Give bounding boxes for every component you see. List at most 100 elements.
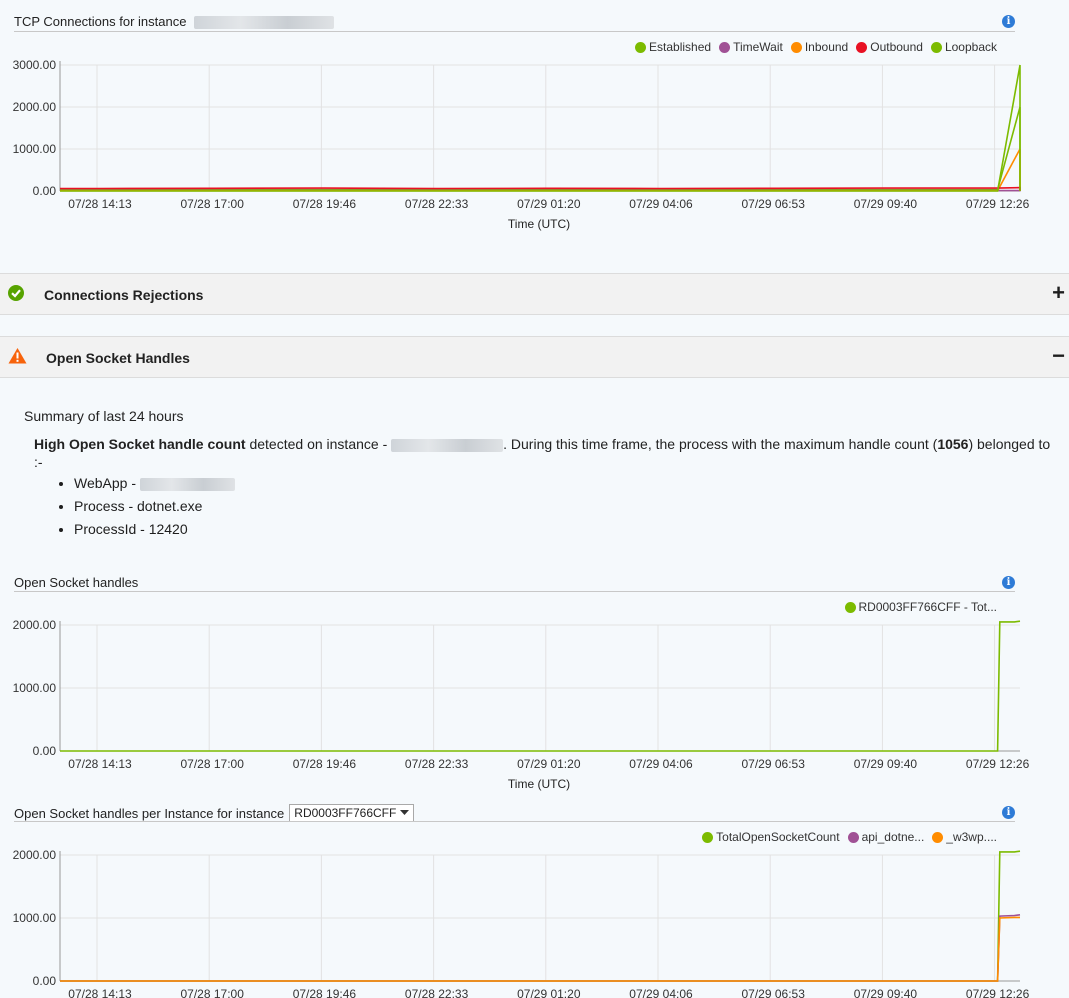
per-instance-chart-legend: TotalOpenSocketCount api_dotne... _w3wp...… [694,830,997,846]
connections-rejections-section[interactable]: Connections Rejections + [0,273,1069,315]
x-tick-label: 07/28 17:00 [180,197,244,211]
summary-count: 1056 [937,436,969,452]
tcp-connections-chart: 0.00 1000.00 2000.00 3000.00 07/28 14:13 07/2… [13,58,1030,231]
tcp-chart-title-divider [14,31,1015,32]
legend-label: Inbound [804,40,849,54]
y-tick-label: 2000.00 [13,848,57,862]
x-tick-label: 07/28 19:46 [293,987,357,998]
x-tick-label: 07/28 22:33 [405,197,469,211]
socket-chart-legend: RD0003FF766CFF - Tot... [837,600,998,616]
x-tick-label: 07/29 04:06 [629,197,693,211]
webapp-label: WebApp - [74,475,140,491]
legend-item[interactable]: _w3wp.... [932,830,997,844]
list-item: Process - dotnet.exe [74,498,235,514]
x-axis-label: Time (UTC) [508,777,570,791]
legend-item[interactable]: Outbound [856,40,923,54]
x-tick-label: 07/28 17:00 [180,757,244,771]
y-tick-label: 2000.00 [13,100,57,114]
instance-select-value: RD0003FF766CFF [294,806,397,820]
summary-text-3: ) belonged to [968,436,1051,452]
chevron-down-icon [400,810,410,815]
instance-select[interactable]: RD0003FF766CFF [289,804,415,822]
x-tick-label: 07/29 12:26 [966,197,1030,211]
y-tick-label: 3000.00 [13,58,57,72]
per-instance-chart: 0.00 1000.00 2000.00 07/28 14:13 07/28 17:00… [13,848,1030,998]
info-icon[interactable]: i [1002,15,1015,28]
tcp-chart-title: TCP Connections for instance [14,14,335,30]
x-tick-label: 07/28 17:00 [180,987,244,998]
x-tick-label: 07/29 06:53 [741,987,805,998]
y-tick-label: 2000.00 [13,618,57,632]
x-axis-label: Time (UTC) [508,217,570,231]
legend-item[interactable]: TimeWait [719,40,783,54]
x-tick-label: 07/28 14:13 [68,757,132,771]
legend-dot [930,41,942,53]
series-line [60,916,1020,982]
legend-dot [932,831,944,843]
legend-item[interactable]: Inbound [790,40,849,54]
x-tick-label: 07/29 01:20 [517,757,581,771]
x-tick-label: 07/28 19:46 [293,197,357,211]
x-tick-label: 07/29 12:26 [966,987,1030,998]
check-circle-icon [8,285,24,301]
x-tick-label: 07/29 01:20 [517,197,581,211]
connections-rejections-title: Connections Rejections [44,287,204,303]
legend-label: api_dotne... [861,830,925,844]
legend-item[interactable]: Established [635,40,711,54]
legend-label: TimeWait [733,40,783,54]
legend-item[interactable]: api_dotne... [847,830,925,844]
summary-text: High Open Socket handle count detected o… [34,435,1059,453]
legend-label: Outbound [870,40,923,54]
collapse-icon[interactable]: − [1052,343,1065,368]
x-tick-label: 07/28 19:46 [293,757,357,771]
legend-item[interactable]: TotalOpenSocketCount [702,830,840,844]
open-socket-handles-chart: 0.00 1000.00 2000.00 07/28 14:13 07/28 17:00… [13,618,1030,791]
summary-heading: Summary of last 24 hours [24,408,184,424]
x-tick-label: 07/29 09:40 [854,197,918,211]
x-tick-label: 07/29 04:06 [629,987,693,998]
open-socket-handles-title: Open Socket Handles [46,350,190,366]
per-instance-chart-title: Open Socket handles per Instance for ins… [14,804,415,822]
x-tick-label: 07/29 09:40 [854,757,918,771]
per-instance-chart-title-text: Open Socket handles per Instance for ins… [14,805,285,821]
instance-name-redacted [194,16,335,30]
x-tick-label: 07/29 01:20 [517,987,581,998]
legend-dot [844,601,856,613]
x-tick-label: 07/28 14:13 [68,197,132,211]
y-tick-label: 1000.00 [13,911,57,925]
tcp-chart-legend: Established TimeWait Inbound Outbound Loopba… [627,40,997,56]
legend-label: Established [649,40,712,54]
expand-icon[interactable]: + [1052,280,1065,305]
legend-label: RD0003FF766CFF - Tot... [858,600,998,614]
summary-text-2: . During this time frame, the process wi… [503,436,938,452]
legend-dot [702,831,714,843]
legend-dot [790,41,802,53]
summary-text-4: :- [34,454,43,470]
x-tick-label: 07/29 06:53 [741,197,805,211]
y-tick-label: 1000.00 [13,142,57,156]
series-line [60,64,1021,192]
instance-name-redacted [391,438,504,452]
legend-item[interactable]: RD0003FF766CFF - Tot... [844,600,998,614]
open-socket-handles-section[interactable]: Open Socket Handles − [0,336,1069,378]
y-tick-label: 1000.00 [13,681,57,695]
series-line [60,148,1021,192]
list-item: WebApp - [74,475,235,491]
x-tick-label: 07/29 06:53 [741,757,805,771]
list-item: ProcessId - 12420 [74,521,235,537]
info-icon[interactable]: i [1002,576,1015,589]
legend-dot [635,41,647,53]
series-line [60,620,1021,752]
series-line [60,914,1021,982]
legend-item[interactable]: Loopback [930,40,997,54]
info-icon[interactable]: i [1002,806,1015,819]
per-instance-chart-title-divider [14,821,1015,822]
x-tick-label: 07/28 22:33 [405,757,469,771]
y-tick-label: 0.00 [33,974,57,988]
series-line [60,850,1021,982]
warning-icon [8,348,27,364]
webapp-name-redacted [139,477,235,491]
legend-label: _w3wp.... [946,830,997,844]
x-tick-label: 07/28 22:33 [405,987,469,998]
legend-dot [847,831,859,843]
